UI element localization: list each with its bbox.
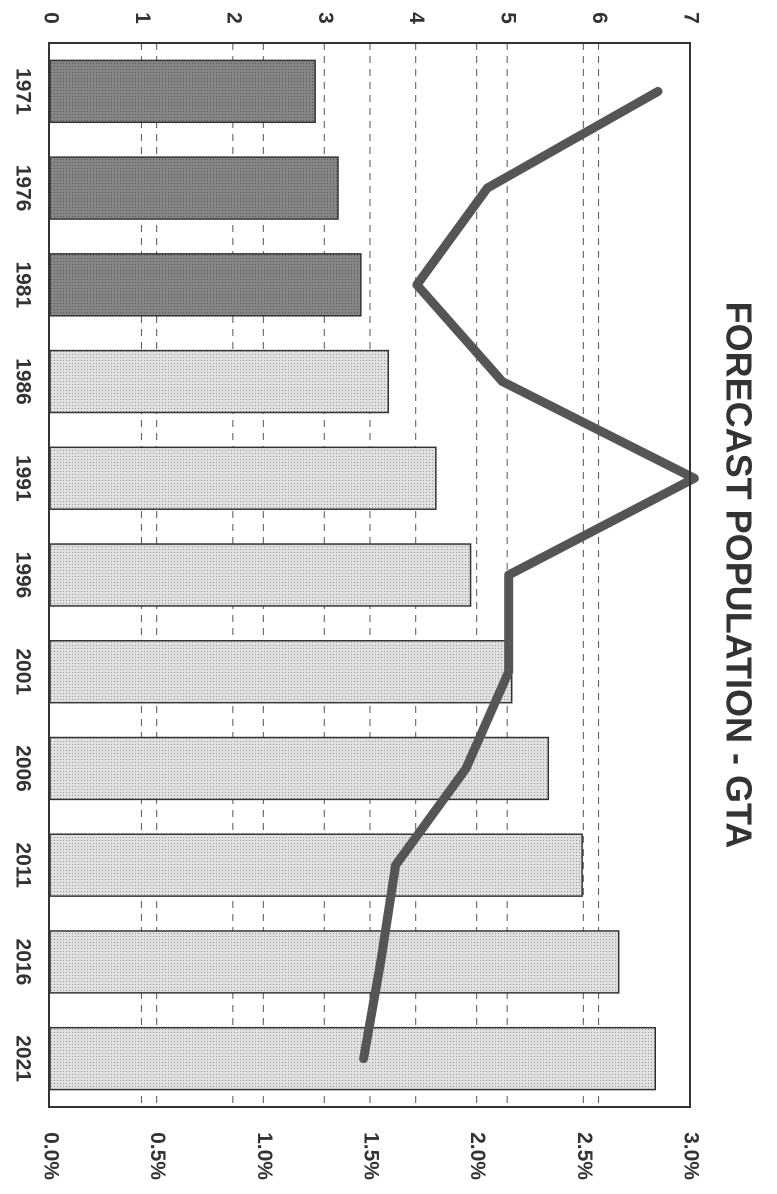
primary-tick-label: 5 [497,12,520,24]
line-point [693,477,696,480]
category-axis: 1971 1976 1981 1986 1991 1996 2001 2006 2011 2016… [11,68,34,1082]
line-point [415,283,418,286]
category-tick-label: 1976 [11,165,34,212]
bar [49,1026,657,1091]
bar [49,59,316,124]
line-point [465,767,467,770]
primary-tick-label: 6 [588,12,611,24]
line-point [507,670,510,673]
primary-tick-label: 7 [679,12,702,24]
bar [49,930,620,994]
category-tick-label: 1991 [11,455,34,502]
primary-tick-label: 4 [405,12,428,24]
category-tick-label: 2016 [11,939,34,986]
line-point [362,1057,365,1060]
category-tick-label: 2006 [11,745,34,792]
line-point [507,574,510,576]
category-tick-label: 2011 [11,842,34,888]
secondary-tick-label: 1.0% [253,1132,276,1180]
category-tick-label: 1981 [11,261,34,308]
grid-lines [140,43,600,1107]
secondary-tick-label: 2.0% [466,1132,489,1180]
secondary-tick-label: 2.5% [573,1132,596,1180]
primary-tick-label: 2 [222,12,245,24]
line-series [359,86,699,1064]
category-tick-label: 1971 [11,68,34,115]
bar [49,446,437,510]
line-point [486,187,489,190]
bar-series [49,59,657,1091]
plot-border [48,42,691,1108]
secondary-tick-label: 0.0% [39,1132,62,1180]
line-point [657,90,659,93]
bar [49,349,390,414]
primary-tick-label: 1 [131,12,154,24]
secondary-axis: 0.0% 0.5% 1.0% 1.5% 2.0% 2.5% 3.0% [39,1132,702,1180]
chart-title: FORECAST POPULATION - GTA [718,302,759,849]
line-point [379,960,382,963]
category-tick-label: 2021 [11,1035,34,1082]
category-tick-label: 2001 [11,648,34,695]
bar [49,640,513,704]
bar [49,253,362,317]
bar [49,833,583,897]
line-point [501,380,504,383]
bar [49,156,339,220]
category-tick-label: 1986 [11,358,34,405]
category-tick-label: 1996 [11,552,34,599]
primary-tick-label: 0 [39,12,62,24]
line-point [394,864,397,867]
secondary-tick-label: 3.0% [679,1132,702,1180]
primary-tick-label: 3 [314,12,337,24]
secondary-tick-label: 1.5% [359,1132,382,1180]
primary-axis: 0 1 2 3 4 5 6 7 [39,12,702,24]
secondary-tick-label: 0.5% [146,1132,169,1180]
bar [49,543,472,607]
